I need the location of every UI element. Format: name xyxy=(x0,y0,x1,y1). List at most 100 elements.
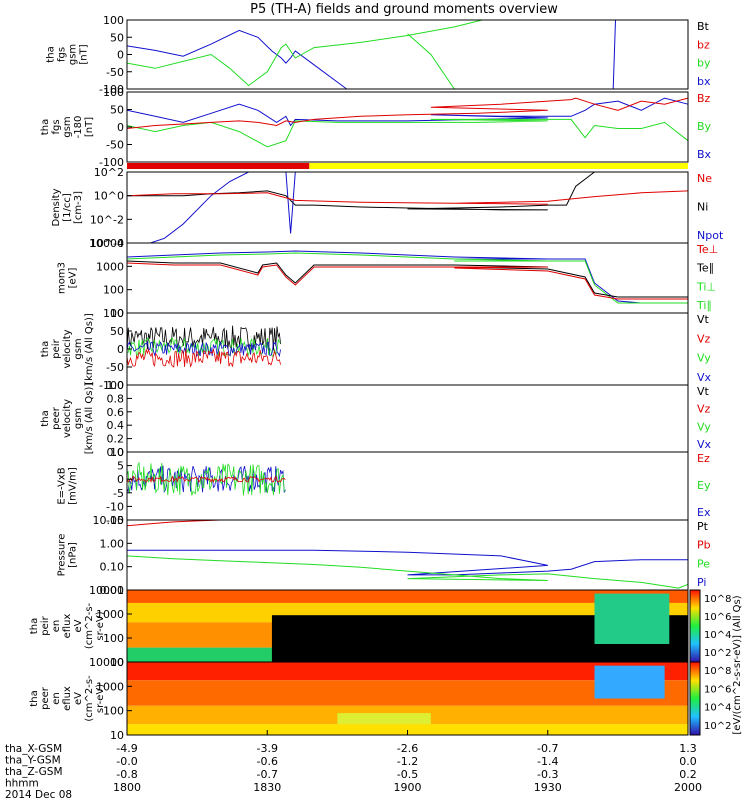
x-tick-label: -4.9 xyxy=(116,742,137,755)
y-tick-label: 10 xyxy=(110,656,124,669)
legend-entry: bz xyxy=(697,38,710,51)
series-line xyxy=(126,118,689,148)
series-line xyxy=(126,262,688,300)
x-tick-label: 1800 xyxy=(113,781,141,794)
panel-10: 10000 1000 100 10 tha peer en eflux eV (cm^2-s-sr… xyxy=(29,656,689,742)
y-tick-label: 0.10 xyxy=(100,561,125,574)
y-tick-label: 1000 xyxy=(96,608,124,621)
series-line xyxy=(126,190,689,205)
series-line xyxy=(126,250,688,304)
series-line xyxy=(126,29,347,90)
legend-entry: Te∥ xyxy=(696,262,714,275)
series-line xyxy=(127,549,688,576)
panel-1: 100 50 0 -50 -100 tha fgs gsm [nT] Bt bz by bx xyxy=(46,14,711,96)
y-axis-label: peir xyxy=(40,615,51,635)
y-tick-label: -100 xyxy=(99,156,124,169)
y-tick-label: 50 xyxy=(110,325,124,338)
y-tick-label: 10 xyxy=(110,307,124,320)
colorbar xyxy=(689,589,701,663)
x-tick-label: 2000 xyxy=(674,781,702,794)
chart-title: P5 (TH-A) fields and ground moments over… xyxy=(250,2,558,17)
y-axis-label: -180 xyxy=(73,116,84,139)
y-tick-label: 50 xyxy=(110,31,124,44)
colorbar-tick-label: 10^4 xyxy=(704,630,731,641)
colorbar-tick-label: 10^4 xyxy=(704,703,731,714)
y-axis-label: tha xyxy=(40,341,51,357)
y-tick-label: 1000 xyxy=(96,680,124,693)
legend-entry: Bz xyxy=(697,92,711,105)
x-tick-label: -0.5 xyxy=(397,768,418,781)
x-tick-label: 1900 xyxy=(394,781,422,794)
y-axis-label: velocity xyxy=(62,329,73,368)
legend-entry: Te⊥ xyxy=(696,243,718,256)
y-axis-label: gsm xyxy=(73,338,84,359)
y-tick-label: 1.0 xyxy=(107,379,125,392)
panel-9: 10000 1000 100 10 tha peir en eflux eV (cm^2-s-sr… xyxy=(29,584,689,669)
legend-entry: Vz xyxy=(697,332,711,345)
y-tick-label: 10^-2 xyxy=(90,213,124,226)
panel-3: 10^2 10^0 10^-2 10^-4 Density [1/cc] [cm-3] Ne N… xyxy=(51,166,724,250)
legend-entry: Bx xyxy=(697,148,712,161)
y-tick-label: 10 xyxy=(110,446,124,459)
x-tick-label: -0.0 xyxy=(116,755,137,768)
y-axis-label: fgs xyxy=(57,47,68,62)
y-axis-label: mom3 xyxy=(57,262,68,294)
colorbar-tick-label: 10^2 xyxy=(704,648,731,659)
y-tick-label: 100 xyxy=(103,86,124,99)
x-row-label: tha_Y-GSM xyxy=(5,755,61,767)
x-row-label: 2014 Dec 08 xyxy=(5,789,72,800)
x-row-label: hhmm xyxy=(5,778,39,790)
y-tick-label: -100 xyxy=(99,379,124,392)
spectrogram-band xyxy=(337,713,431,725)
legend-entry: Ne xyxy=(697,172,712,185)
series-line xyxy=(126,97,689,127)
y-axis-label: [cm-3] xyxy=(73,191,84,224)
y-tick-label: 1.00 xyxy=(100,537,125,550)
y-tick-label: 10^-4 xyxy=(90,237,124,250)
series-noise xyxy=(126,475,286,484)
y-tick-label: 100 xyxy=(103,705,124,718)
spectrogram-band xyxy=(127,724,688,735)
y-tick-label: 10^2 xyxy=(94,166,124,179)
x-tick-label: -1.4 xyxy=(537,755,558,768)
legend-entry: Pb xyxy=(697,539,711,552)
y-tick-label: 10^0 xyxy=(94,190,124,203)
series-line xyxy=(407,33,455,90)
x-tick-label: -0.6 xyxy=(257,755,278,768)
y-axis-label: en xyxy=(51,692,62,705)
x-tick-label: -1.2 xyxy=(397,755,418,768)
panel-6: 1.00.80.60.40.20.0 tha peer velocity gsm [km/… xyxy=(40,379,712,459)
y-axis-label: (cm^2-s- xyxy=(84,675,95,722)
y-tick-label: 0.6 xyxy=(107,406,125,419)
x-row-label: tha_Z-GSM xyxy=(5,766,63,778)
y-tick-label: 0.0 xyxy=(107,446,125,459)
legend-entry: Vz xyxy=(697,403,711,416)
panel-8: 10.00 1.00 0.10 0.01 Pressure [nPa] Pt Pb Pe Pi xyxy=(57,514,711,597)
legend-entry: Ez xyxy=(697,452,710,465)
x-tick-label: 1930 xyxy=(534,781,562,794)
y-axis-label: Pressure xyxy=(57,534,68,577)
legend-entry: Ti∥ xyxy=(696,299,712,312)
y-tick-label: 50 xyxy=(110,104,124,117)
legend-entry: Vt xyxy=(697,385,710,398)
spectrogram-band xyxy=(594,593,670,644)
y-axis-label: sr-eV) xyxy=(95,684,106,713)
y-axis-label: en xyxy=(51,620,62,633)
y-tick-label: -50 xyxy=(106,139,124,152)
legend-entry: Vt xyxy=(697,313,710,326)
y-axis-label: (cm^2-s- xyxy=(84,602,95,649)
y-axis-label: tha xyxy=(29,618,40,634)
y-axis-label: [mV/m] xyxy=(68,467,79,505)
y-axis-label: tha xyxy=(40,119,51,135)
legend-entry: Npot xyxy=(697,229,724,242)
legend-entry: Bt xyxy=(697,20,710,33)
y-tick-label: -50 xyxy=(106,66,124,79)
y-tick-label: 0 xyxy=(117,121,124,134)
legend-entry: Vx xyxy=(697,438,712,451)
y-axis-label: [nT] xyxy=(79,44,90,64)
y-axis-label: [km/s (All Qs)] xyxy=(84,313,95,385)
y-tick-label: 100 xyxy=(103,307,124,320)
